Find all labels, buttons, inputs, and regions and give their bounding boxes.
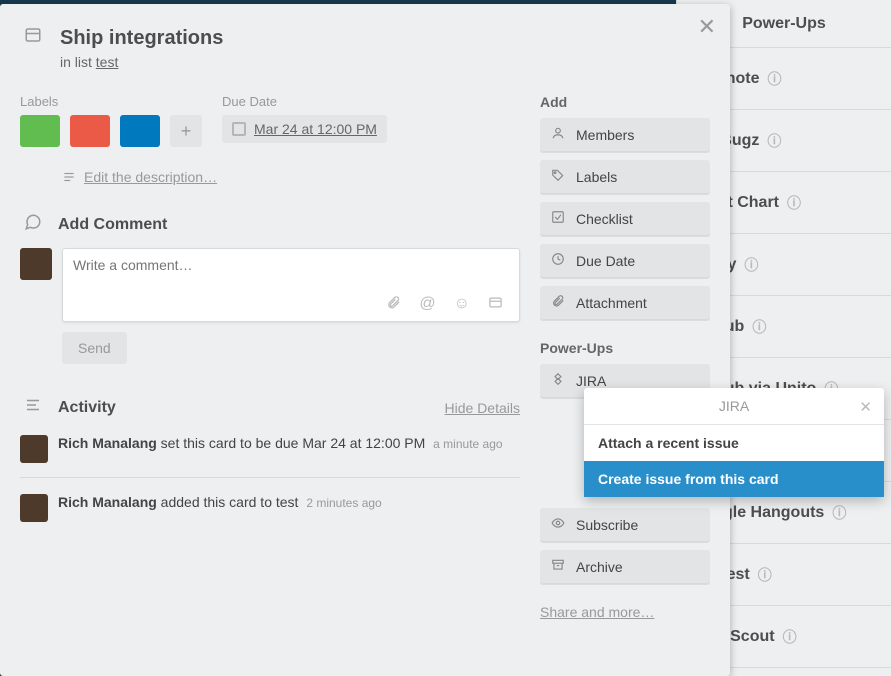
archive-icon	[550, 558, 566, 575]
popup-title: JIRA	[719, 398, 749, 414]
button-label: Archive	[576, 559, 623, 575]
button-label: Attachment	[576, 295, 647, 311]
main-column: Labels + Due Date Mar 24 at 12:00 PM Edi…	[20, 94, 520, 620]
button-label: Members	[576, 127, 634, 143]
close-icon[interactable]: ✕	[698, 14, 716, 40]
powerups-header: Power-Ups	[540, 340, 710, 356]
info-icon[interactable]: ⓘ	[787, 193, 801, 213]
add-header: Add	[540, 94, 710, 110]
info-icon[interactable]: ⓘ	[783, 627, 797, 647]
user-icon	[550, 126, 566, 143]
jira-popup: JIRA ✕ Attach a recent issueCreate issue…	[584, 388, 884, 497]
eye-icon	[550, 516, 566, 533]
edit-description-link[interactable]: Edit the description…	[62, 169, 520, 185]
tag-icon	[550, 168, 566, 185]
label-badge[interactable]	[120, 115, 160, 147]
comment-input[interactable]	[73, 257, 509, 295]
card-modal: ✕ Ship integrations in list test Labels …	[0, 4, 730, 676]
due-date-pill[interactable]: Mar 24 at 12:00 PM	[222, 115, 387, 143]
due-date-text: Mar 24 at 12:00 PM	[254, 121, 377, 137]
comment-box[interactable]: @ ☺	[62, 248, 520, 322]
due-checkbox[interactable]	[232, 122, 246, 136]
popup-close-icon[interactable]: ✕	[859, 398, 872, 416]
due-header: Due Date	[222, 94, 387, 109]
send-button[interactable]: Send	[62, 332, 127, 364]
activity-item: Rich Manalang added this card to test 2 …	[20, 494, 520, 522]
labels-header: Labels	[20, 94, 202, 109]
info-icon[interactable]: ⓘ	[752, 317, 766, 337]
card-title[interactable]: Ship integrations	[60, 27, 223, 50]
clock-icon	[550, 252, 566, 269]
info-icon[interactable]: ⓘ	[767, 131, 781, 151]
popup-item[interactable]: Create issue from this card	[584, 461, 884, 497]
share-more-link[interactable]: Share and more…	[540, 604, 710, 620]
check-icon	[550, 210, 566, 227]
label-badge[interactable]	[20, 115, 60, 147]
jira-icon	[550, 372, 566, 389]
due-block: Due Date Mar 24 at 12:00 PM	[222, 94, 387, 147]
activity-avatar[interactable]	[20, 494, 48, 522]
add-checklist-button[interactable]: Checklist	[540, 202, 710, 236]
info-icon[interactable]: ⓘ	[767, 69, 781, 89]
card-list-location: in list test	[60, 54, 710, 70]
button-label: JIRA	[576, 373, 606, 389]
activity-text: Rich Manalang set this card to be due Ma…	[58, 435, 503, 463]
info-icon[interactable]: ⓘ	[744, 255, 758, 275]
add-members-button[interactable]: Members	[540, 118, 710, 152]
add-comment-header: Add Comment	[58, 216, 167, 234]
hide-details-link[interactable]: Hide Details	[445, 400, 520, 416]
activity-avatar[interactable]	[20, 435, 48, 463]
emoji-icon[interactable]: ☺	[454, 295, 470, 315]
button-label: Checklist	[576, 211, 633, 227]
activity-header: Activity	[58, 399, 116, 417]
mention-icon[interactable]: @	[419, 295, 435, 315]
label-badge[interactable]	[70, 115, 110, 147]
archive-button[interactable]: Archive	[540, 550, 710, 584]
add-attachment-button[interactable]: Attachment	[540, 286, 710, 320]
info-icon[interactable]: ⓘ	[832, 503, 846, 523]
labels-block: Labels +	[20, 94, 202, 147]
comment-icon	[20, 213, 46, 236]
subscribe-button[interactable]: Subscribe	[540, 508, 710, 542]
add-due-date-button[interactable]: Due Date	[540, 244, 710, 278]
info-icon[interactable]: ⓘ	[758, 565, 772, 585]
button-label: Due Date	[576, 253, 635, 269]
card-icon	[20, 26, 46, 50]
list-link[interactable]: test	[96, 54, 119, 70]
popup-item[interactable]: Attach a recent issue	[584, 425, 884, 461]
add-labels-button[interactable]: Labels	[540, 160, 710, 194]
attachment-icon[interactable]	[386, 295, 401, 315]
activity-text: Rich Manalang added this card to test 2 …	[58, 494, 382, 522]
button-label: Subscribe	[576, 517, 638, 533]
card-embed-icon[interactable]	[488, 295, 503, 315]
clip-icon	[550, 294, 566, 311]
sidebar-column: Add Members Labels Checklist Due Date Attach…	[540, 94, 710, 620]
activity-icon	[20, 396, 46, 419]
user-avatar[interactable]	[20, 248, 52, 280]
activity-item: Rich Manalang set this card to be due Ma…	[20, 435, 520, 463]
button-label: Labels	[576, 169, 617, 185]
add-label-button[interactable]: +	[170, 115, 202, 147]
